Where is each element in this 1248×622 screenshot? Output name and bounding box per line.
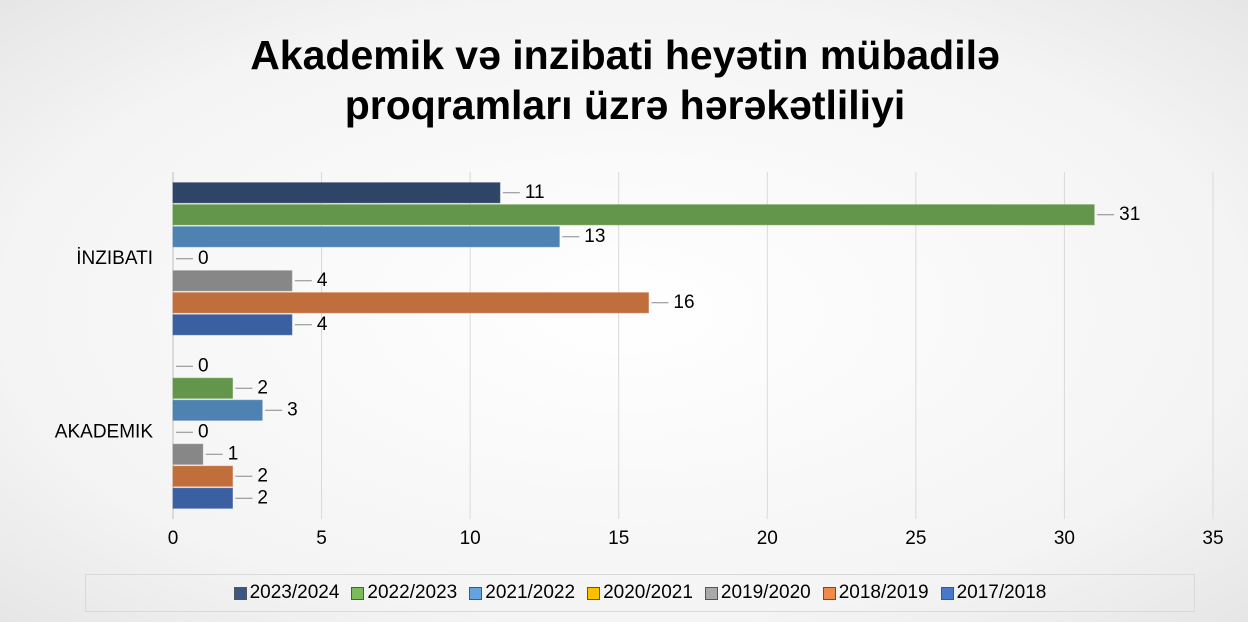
legend-label: 2021/2022 bbox=[485, 582, 576, 603]
data-label: 31 bbox=[1119, 204, 1140, 225]
chart-title: Akademik və inzibati heyətin mübadilə pr… bbox=[250, 32, 1000, 128]
x-tick-label: 10 bbox=[460, 528, 481, 549]
legend-item: 2017/2018 bbox=[940, 582, 1047, 604]
legend-item: 2018/2019 bbox=[822, 582, 929, 604]
bar bbox=[172, 226, 560, 248]
legend-item: 2021/2022 bbox=[469, 582, 575, 604]
legend-item: 2019/2020 bbox=[704, 582, 811, 604]
legend-label: 2019/2020 bbox=[720, 582, 811, 603]
legend-swatch bbox=[233, 586, 247, 600]
data-label: 4 bbox=[317, 314, 328, 335]
legend-swatch bbox=[704, 586, 718, 600]
x-tick-label: 5 bbox=[316, 528, 327, 549]
bar bbox=[172, 399, 263, 421]
legend-label: 2018/2019 bbox=[838, 582, 929, 603]
x-tick-label: 15 bbox=[608, 528, 629, 549]
legend-label: 2023/2024 bbox=[249, 582, 340, 603]
bar bbox=[172, 292, 649, 314]
legend-swatch bbox=[351, 586, 365, 600]
legend-label: 2022/2023 bbox=[367, 582, 458, 603]
bar bbox=[172, 204, 1095, 226]
data-label: 11 bbox=[525, 182, 545, 203]
bar bbox=[172, 443, 204, 465]
bar bbox=[172, 487, 233, 509]
data-label: 13 bbox=[584, 226, 605, 247]
data-label: 2 bbox=[257, 377, 268, 398]
legend-swatch bbox=[822, 586, 836, 600]
legend-swatch bbox=[469, 586, 483, 600]
x-tick-label: 35 bbox=[1202, 528, 1223, 549]
bar bbox=[172, 182, 501, 204]
x-tick-label: 20 bbox=[757, 528, 778, 549]
legend-item: 2020/2021 bbox=[587, 582, 693, 604]
legend: 2023/2024 2022/2023 2021/2022 2020/2021 2019… bbox=[85, 574, 1195, 612]
bar bbox=[172, 314, 293, 336]
y-tick-label: AKADEMIK bbox=[55, 421, 154, 442]
y-tick-label: İNZIBATI bbox=[76, 248, 153, 269]
legend-item: 2022/2023 bbox=[351, 582, 457, 604]
data-label: 2 bbox=[257, 487, 268, 508]
data-label: 1 bbox=[228, 443, 239, 464]
legend-swatch bbox=[587, 586, 601, 600]
legend-label: 2020/2021 bbox=[603, 582, 693, 603]
data-label: 16 bbox=[673, 292, 694, 313]
data-label: 2 bbox=[257, 465, 268, 486]
legend-swatch bbox=[940, 586, 954, 600]
legend-item: 2023/2024 bbox=[233, 582, 340, 604]
x-tick-label: 0 bbox=[168, 528, 179, 549]
bar bbox=[172, 270, 293, 292]
legend-label: 2017/2018 bbox=[956, 582, 1047, 603]
data-label: 3 bbox=[287, 399, 298, 420]
data-label: 4 bbox=[317, 270, 328, 291]
bar bbox=[172, 465, 233, 487]
x-tick-label: 30 bbox=[1054, 528, 1075, 549]
data-label: 0 bbox=[198, 355, 209, 376]
data-label: 0 bbox=[198, 248, 209, 269]
data-label: 0 bbox=[198, 421, 209, 442]
bar bbox=[172, 377, 233, 399]
x-tick-label: 25 bbox=[905, 528, 926, 549]
